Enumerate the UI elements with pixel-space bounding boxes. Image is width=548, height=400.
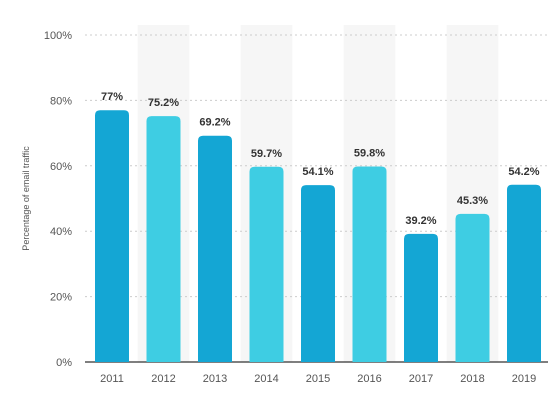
bar-2013[interactable] (198, 135, 232, 362)
x-tick-label: 2011 (100, 373, 124, 385)
bar-value-label: 59.7% (251, 148, 282, 160)
bar-2017[interactable] (404, 233, 438, 362)
x-tick-label: 2014 (254, 373, 278, 385)
x-tick-label: 2019 (512, 373, 536, 385)
bars (95, 110, 541, 363)
y-tick-label: 80% (50, 95, 72, 107)
y-axis-ticks: 0% 20% 40% 60% 80% 100% (44, 30, 72, 369)
x-tick-label: 2018 (460, 373, 484, 385)
y-tick-label: 0% (56, 357, 72, 369)
bar-value-label: 59.8% (354, 147, 385, 159)
bar-value-label: 75.2% (148, 97, 179, 109)
y-axis-label: Percentage of email traffic (21, 146, 31, 251)
y-tick-label: 20% (50, 292, 72, 304)
x-tick-label: 2015 (306, 373, 330, 385)
y-tick-label: 100% (44, 30, 72, 42)
y-tick-label: 40% (50, 226, 72, 238)
bar-value-label: 54.2% (508, 166, 539, 178)
x-tick-label: 2017 (409, 373, 433, 385)
bar-2012[interactable] (146, 116, 181, 362)
x-tick-label: 2016 (357, 373, 381, 385)
bar-2018[interactable] (455, 213, 490, 362)
bar-2016[interactable] (352, 166, 387, 362)
bar-value-label: 77% (101, 91, 123, 103)
bar-2014[interactable] (249, 166, 284, 362)
bar-2011[interactable] (95, 110, 129, 363)
x-axis-ticks: 2011 2012 2013 2014 2015 2016 2017 2018 2019 (100, 373, 536, 385)
y-tick-label: 60% (50, 161, 72, 173)
bar-value-label: 39.2% (405, 215, 436, 227)
bar-value-label: 69.2% (199, 117, 230, 129)
bar-2019[interactable] (507, 184, 541, 362)
bar-value-labels: 77% 75.2% 69.2% 59.7% 54.1% 59.8% 39.2% 45.3% 54… (101, 91, 540, 227)
bar-2015[interactable] (301, 185, 335, 362)
x-tick-label: 2012 (151, 373, 175, 385)
bar-value-label: 45.3% (457, 195, 488, 207)
bar-value-label: 54.1% (302, 166, 333, 178)
x-tick-label: 2013 (203, 373, 227, 385)
